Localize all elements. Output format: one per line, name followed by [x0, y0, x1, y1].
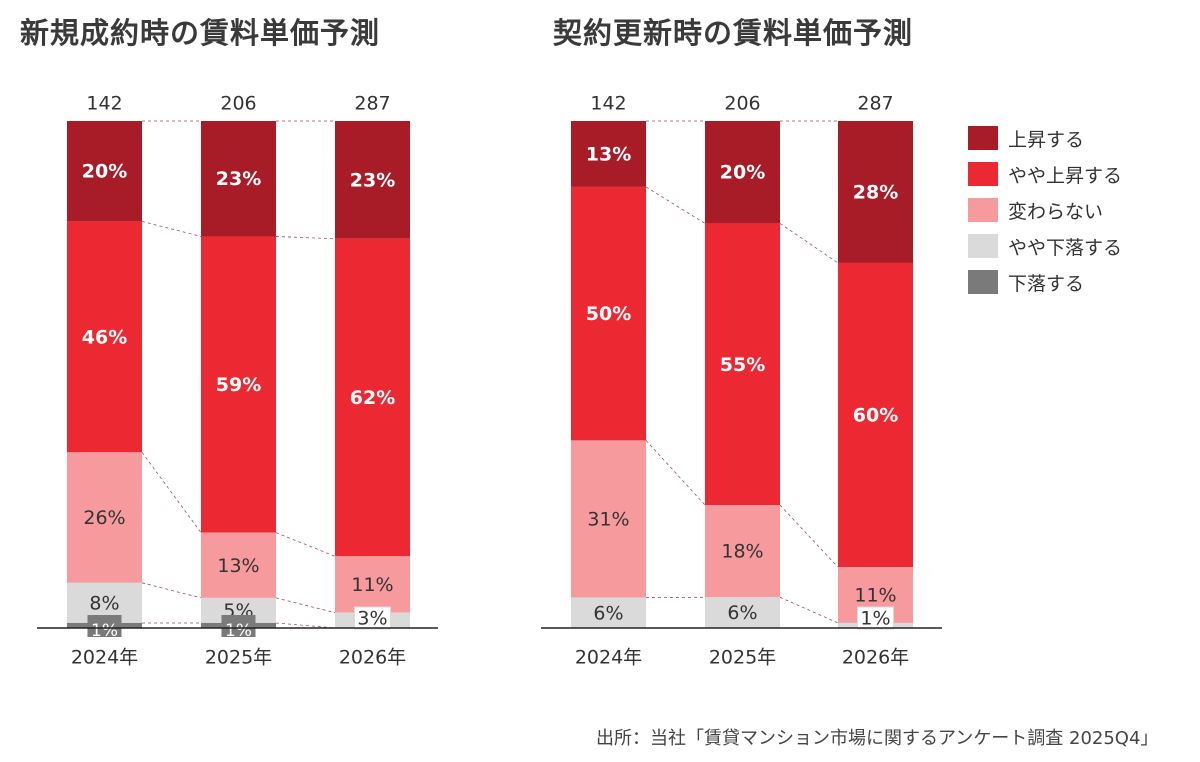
data-label: 20% [720, 162, 765, 184]
bar-segment [571, 597, 646, 628]
data-label: 50% [586, 303, 631, 325]
data-label: 60% [853, 405, 898, 427]
legend-label: 上昇する [1008, 128, 1085, 151]
x-tick-label: 2024年 [575, 647, 642, 669]
segment-connector [141, 582, 202, 599]
segment-connector [141, 452, 202, 533]
segment-connector [645, 440, 706, 506]
bar-count-label: 206 [724, 93, 760, 115]
data-label: 1% [91, 621, 118, 641]
bar-count-label: 142 [86, 93, 122, 115]
legend-label: 変わらない [1008, 200, 1104, 223]
data-label: 23% [216, 168, 261, 190]
data-label: 1% [860, 608, 890, 630]
legend-item-rise: 上昇する [968, 120, 1122, 156]
segment-connector [141, 221, 202, 237]
data-label-tag [87, 615, 122, 637]
data-label-tag [221, 615, 256, 637]
data-label: 1% [225, 621, 252, 641]
segment-connector [779, 223, 839, 264]
data-label: 59% [216, 374, 261, 396]
segment-connector [275, 597, 336, 614]
legend-label: 下落する [1008, 272, 1085, 295]
segment-connector [779, 596, 839, 624]
bar-segment [201, 121, 276, 237]
legend-swatch [968, 234, 998, 258]
legend-item-slight-fall: やや下落する [968, 228, 1122, 264]
data-label: 62% [350, 387, 395, 409]
legend-item-slight-rise: やや上昇する [968, 156, 1122, 192]
bar-segment [571, 121, 646, 187]
data-label: 23% [350, 169, 395, 191]
segment-connector [275, 532, 336, 557]
bar-segment [571, 440, 646, 598]
segment-connector [779, 504, 839, 568]
legend-item-no-change: 変わらない [968, 192, 1122, 228]
data-label-tag [354, 606, 391, 630]
bar-segment [705, 223, 780, 506]
bar-segment [67, 121, 142, 222]
x-tick-label: 2026年 [842, 647, 909, 669]
x-tick-label: 2025年 [709, 647, 776, 669]
data-label: 20% [82, 161, 127, 183]
bar-count-label: 206 [220, 93, 256, 115]
bar-segment [335, 238, 410, 557]
x-tick-label: 2024年 [71, 647, 138, 669]
data-label: 31% [587, 508, 629, 530]
legend-swatch [968, 198, 998, 222]
legend: 上昇する やや上昇する 変わらない やや下落する 下落する [968, 120, 1122, 300]
bar-segment [838, 121, 913, 263]
bar-segment [335, 121, 410, 239]
source-note: 出所：当社「賃貸マンション市場に関するアンケート調査 2025Q4」 [596, 728, 1159, 749]
chart-title-renewal: 契約更新時の賃料単価予測 [553, 16, 914, 50]
data-label: 55% [720, 354, 765, 376]
data-label: 11% [854, 585, 896, 607]
bar-segment [201, 236, 276, 533]
data-label: 6% [727, 602, 757, 624]
legend-label: やや上昇する [1008, 164, 1123, 187]
legend-item-fall: 下落する [968, 264, 1122, 300]
segment-connector [275, 622, 336, 629]
bar-segment [571, 186, 646, 441]
data-label: 46% [82, 326, 127, 348]
chart-title-new-contract: 新規成約時の賃料単価予測 [20, 16, 381, 50]
bar-segment [838, 262, 913, 568]
bar-count-label: 287 [354, 93, 390, 115]
x-tick-label: 2025年 [205, 647, 272, 669]
x-tick-label: 2026年 [339, 647, 406, 669]
legend-label: やや下落する [1008, 236, 1123, 259]
data-label: 11% [351, 574, 393, 596]
data-label: 8% [89, 592, 119, 614]
segment-connector [645, 186, 706, 224]
data-label: 13% [586, 143, 631, 165]
data-label-tag [857, 606, 894, 630]
data-label: 18% [721, 541, 763, 563]
legend-swatch [968, 162, 998, 186]
bar-count-label: 287 [857, 93, 893, 115]
data-label: 3% [357, 608, 387, 630]
bar-count-label: 142 [590, 93, 626, 115]
segment-connector [275, 236, 336, 240]
data-label: 6% [593, 602, 623, 624]
legend-swatch [968, 126, 998, 150]
bar-segment [67, 221, 142, 453]
legend-swatch [968, 270, 998, 294]
bar-segment [705, 505, 780, 598]
data-label: 28% [853, 181, 898, 203]
bar-segment [201, 532, 276, 598]
data-label: 13% [217, 555, 259, 577]
data-label: 26% [83, 507, 125, 529]
bar-segment [705, 121, 780, 224]
bar-segment [705, 597, 780, 628]
bar-segment [335, 556, 410, 613]
bar-segment [67, 452, 142, 583]
